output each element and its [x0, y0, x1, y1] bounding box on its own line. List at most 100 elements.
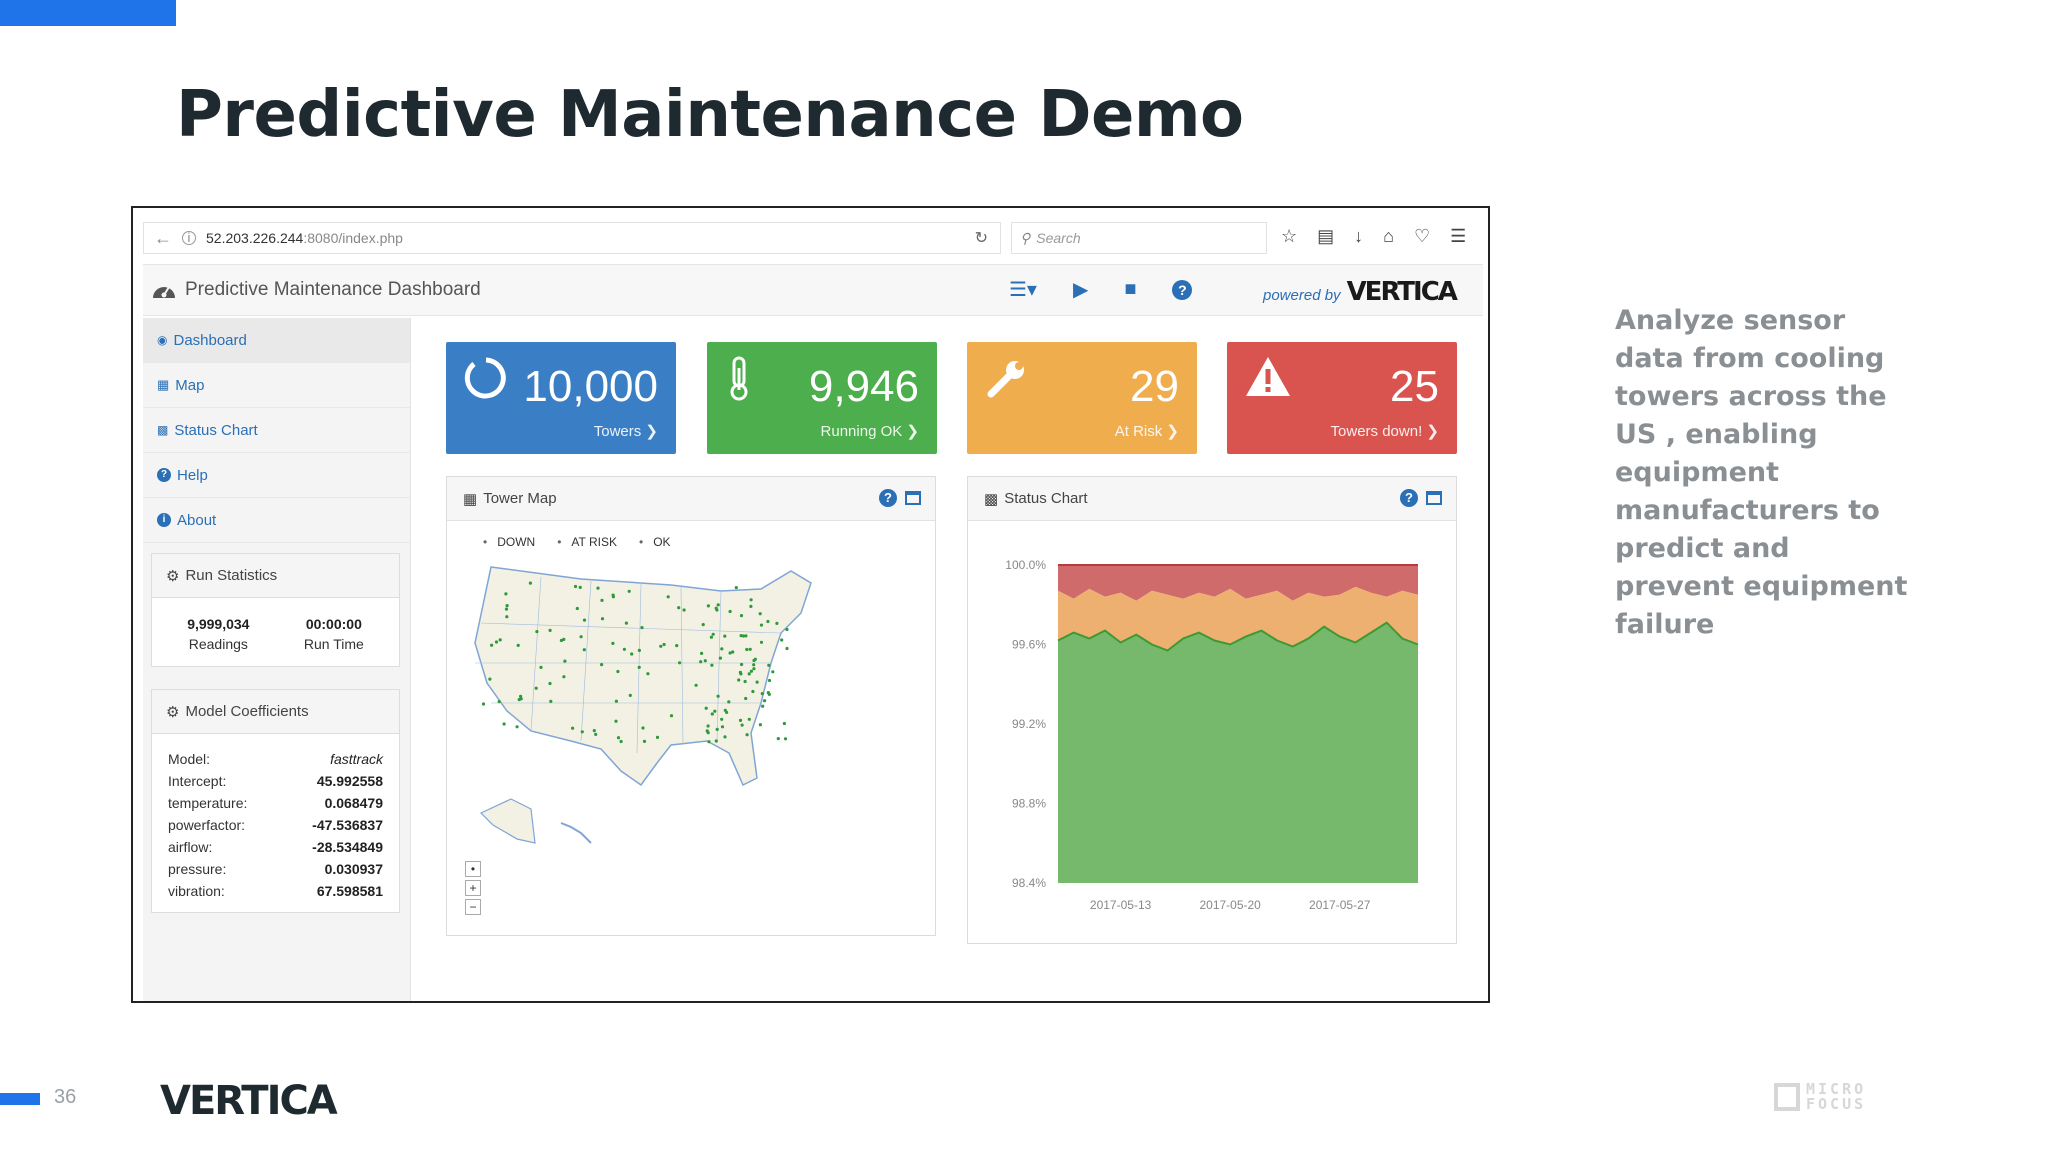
- tower-marker[interactable]: [716, 603, 720, 607]
- tower-marker[interactable]: [728, 651, 732, 655]
- tower-marker[interactable]: [720, 717, 724, 721]
- sidebar-item-map[interactable]: ▦ Map: [143, 363, 410, 408]
- tower-marker[interactable]: [758, 612, 762, 616]
- url-bar[interactable]: ← i 52.203.226.244 :8080/index.php ↻: [143, 222, 1001, 254]
- tower-marker[interactable]: [682, 608, 686, 612]
- tower-marker[interactable]: [716, 694, 720, 698]
- tower-marker[interactable]: [740, 723, 744, 727]
- play-icon[interactable]: ▶: [1072, 279, 1089, 301]
- tower-marker[interactable]: [677, 606, 681, 610]
- tower-marker[interactable]: [571, 726, 575, 730]
- tower-marker[interactable]: [745, 733, 749, 737]
- tower-marker[interactable]: [516, 643, 520, 647]
- tower-marker[interactable]: [611, 641, 615, 645]
- search-input[interactable]: ⚲ Search: [1011, 222, 1267, 254]
- at-risk-tile[interactable]: 29 At Risk ❯: [967, 342, 1197, 454]
- tower-marker[interactable]: [675, 644, 679, 648]
- tower-marker[interactable]: [578, 585, 582, 589]
- help-icon[interactable]: ?: [1400, 489, 1418, 507]
- tower-marker[interactable]: [562, 675, 566, 679]
- tower-marker[interactable]: [624, 621, 628, 625]
- tower-marker[interactable]: [600, 598, 604, 602]
- tower-marker[interactable]: [505, 604, 509, 608]
- tower-marker[interactable]: [630, 652, 634, 656]
- tower-marker[interactable]: [701, 623, 705, 627]
- tower-marker[interactable]: [678, 661, 682, 665]
- sidebar-item-about[interactable]: i About: [143, 498, 410, 543]
- tower-marker[interactable]: [504, 592, 508, 596]
- tower-marker[interactable]: [703, 659, 707, 663]
- tower-marker[interactable]: [704, 706, 708, 710]
- tower-marker[interactable]: [771, 670, 775, 674]
- download-icon[interactable]: ↓: [1354, 226, 1364, 246]
- tower-marker[interactable]: [760, 692, 764, 696]
- tower-marker[interactable]: [747, 672, 751, 676]
- tower-marker[interactable]: [759, 640, 764, 644]
- tower-marker[interactable]: [767, 678, 772, 683]
- tower-marker[interactable]: [616, 736, 621, 740]
- tower-marker[interactable]: [592, 729, 596, 733]
- tower-marker[interactable]: [749, 604, 753, 608]
- tower-marker[interactable]: [776, 737, 780, 741]
- tower-marker[interactable]: [699, 660, 703, 664]
- tower-marker[interactable]: [488, 677, 492, 681]
- tower-marker[interactable]: [744, 696, 748, 701]
- tower-marker[interactable]: [761, 704, 765, 708]
- tower-marker[interactable]: [519, 697, 523, 701]
- tower-marker[interactable]: [720, 647, 724, 651]
- help-icon[interactable]: ?: [879, 489, 897, 507]
- tower-marker[interactable]: [505, 615, 509, 619]
- sidebar-item-help[interactable]: ? Help: [143, 453, 410, 498]
- tower-marker[interactable]: [744, 634, 748, 638]
- tower-marker[interactable]: [758, 723, 762, 727]
- tower-marker[interactable]: [759, 623, 764, 627]
- tower-marker[interactable]: [504, 607, 509, 611]
- tower-marker[interactable]: [659, 644, 663, 648]
- tower-marker[interactable]: [646, 672, 650, 676]
- tower-marker[interactable]: [548, 681, 552, 686]
- tower-marker[interactable]: [641, 726, 645, 730]
- tower-marker[interactable]: [715, 727, 719, 731]
- tower-marker[interactable]: [580, 730, 584, 734]
- sliders-icon[interactable]: ☰▾: [1009, 279, 1037, 301]
- tower-marker[interactable]: [718, 656, 722, 660]
- towers-down-tile[interactable]: 25 Towers down! ❯: [1227, 342, 1457, 454]
- tower-marker[interactable]: [596, 586, 600, 590]
- tower-marker[interactable]: [563, 659, 567, 663]
- tower-marker[interactable]: [752, 663, 756, 667]
- tower-marker[interactable]: [637, 665, 641, 669]
- tower-marker[interactable]: [582, 648, 586, 652]
- running-ok-tile[interactable]: 9,946 Running OK ❯: [707, 342, 937, 454]
- tower-marker[interactable]: [782, 721, 786, 726]
- tower-marker[interactable]: [627, 589, 631, 593]
- tower-marker[interactable]: [734, 586, 738, 590]
- tower-marker[interactable]: [700, 651, 704, 655]
- tower-marker[interactable]: [640, 626, 644, 630]
- tower-marker[interactable]: [642, 739, 647, 743]
- maximize-icon[interactable]: [1426, 491, 1442, 505]
- tower-marker[interactable]: [752, 667, 756, 671]
- info-icon[interactable]: i: [182, 231, 196, 245]
- reload-icon[interactable]: ↻: [974, 230, 988, 247]
- towers-link[interactable]: Towers ❯: [593, 423, 658, 440]
- tower-marker[interactable]: [714, 606, 718, 610]
- tower-marker[interactable]: [753, 657, 757, 661]
- tower-marker[interactable]: [775, 621, 779, 625]
- tower-marker[interactable]: [498, 638, 502, 642]
- menu-icon[interactable]: ☰: [1450, 226, 1467, 246]
- tower-marker[interactable]: [669, 714, 674, 718]
- tower-marker[interactable]: [747, 717, 751, 721]
- tower-marker[interactable]: [528, 581, 532, 585]
- tower-marker[interactable]: [766, 691, 770, 695]
- tower-marker[interactable]: [575, 606, 579, 611]
- tower-marker[interactable]: [694, 683, 698, 687]
- tower-marker[interactable]: [519, 694, 523, 698]
- tower-marker[interactable]: [549, 699, 553, 703]
- tower-marker[interactable]: [611, 595, 615, 599]
- tower-marker[interactable]: [706, 724, 710, 728]
- tower-marker[interactable]: [743, 679, 747, 684]
- tower-marker[interactable]: [728, 609, 732, 614]
- zoom-in-button[interactable]: +: [465, 880, 481, 896]
- tower-marker[interactable]: [573, 584, 578, 589]
- tower-marker[interactable]: [548, 628, 552, 632]
